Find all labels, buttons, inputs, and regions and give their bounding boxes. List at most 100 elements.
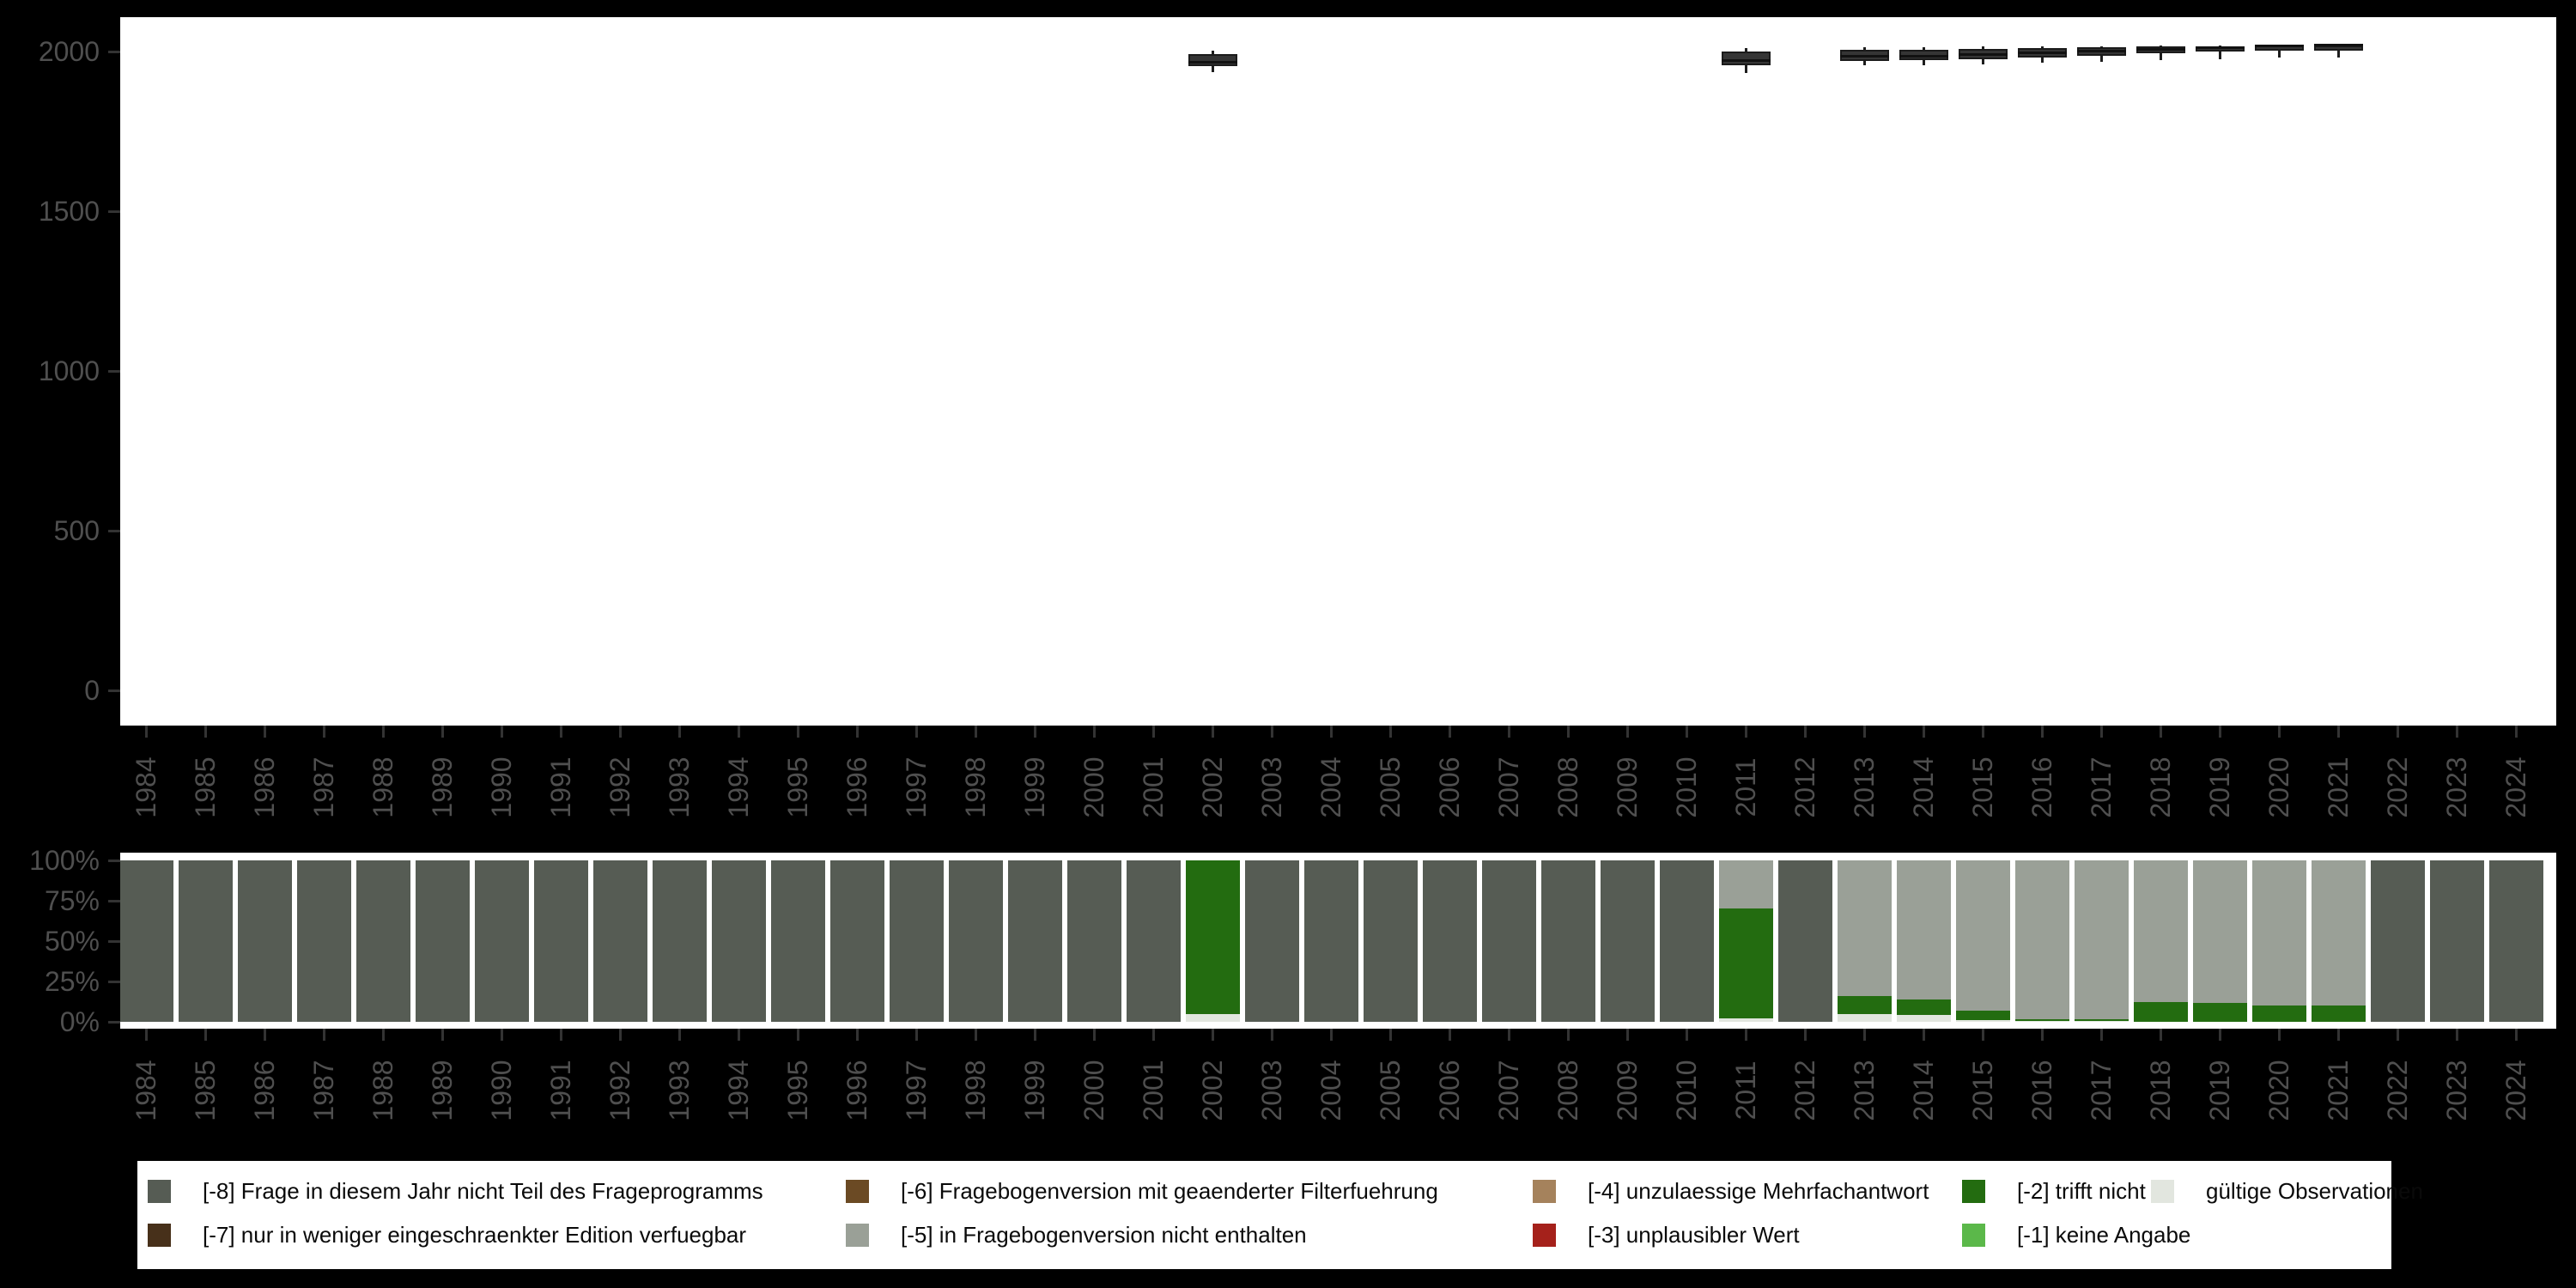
- bar-segment: [1837, 1013, 1892, 1022]
- boxplot-median: [1899, 54, 1948, 58]
- bar-segment: [2251, 1005, 2306, 1022]
- top-y-tick-label: 1000: [38, 355, 100, 386]
- bar-segment: [2014, 1019, 2069, 1022]
- top-x-tick: [1033, 726, 1036, 738]
- bottom-x-tick: [618, 1029, 622, 1041]
- bar-segment: [1303, 860, 1358, 1022]
- bottom-x-tick-label: 1998: [960, 1060, 991, 1121]
- bottom-x-tick-label: 2020: [2263, 1060, 2294, 1121]
- stacked-bar-2005: [1363, 853, 1418, 1029]
- top-x-tick: [1270, 726, 1273, 738]
- bottom-y-tick-label: 25%: [44, 966, 100, 997]
- top-x-tick-label: 1988: [368, 756, 398, 818]
- stacked-bar-2001: [1126, 853, 1181, 1029]
- bottom-x-tick-label: 2009: [1612, 1060, 1643, 1121]
- top-x-tick: [677, 726, 681, 738]
- top-y-tick-label: 500: [53, 515, 100, 546]
- bar-segment: [2133, 1001, 2188, 1022]
- bar-segment: [2074, 1021, 2129, 1022]
- bottom-x-tick-label: 2022: [2382, 1060, 2413, 1121]
- bottom-x-tick-label: 2005: [1375, 1060, 1406, 1121]
- top-x-tick-label: 1998: [960, 756, 991, 818]
- bar-segment: [1896, 860, 1951, 999]
- top-x-tick-label: 1986: [249, 756, 280, 818]
- top-x-tick-label: 1984: [131, 756, 161, 818]
- stacked-bar-2010: [1659, 853, 1714, 1029]
- legend-label: [-7] nur in weniger eingeschraenkter Edi…: [203, 1222, 747, 1248]
- boxplot-median: [1839, 55, 1889, 58]
- top-x-tick-label: 1999: [1019, 756, 1050, 818]
- bottom-x-tick: [144, 1029, 148, 1041]
- top-x-tick: [618, 726, 622, 738]
- boxplot-box-2011: [1721, 52, 1771, 66]
- top-x-tick: [1388, 726, 1392, 738]
- bottom-x-tick: [1329, 1029, 1333, 1041]
- bar-segment: [711, 860, 766, 1022]
- legend-label: [-3] unplausibler Wert: [1588, 1222, 1800, 1248]
- bottom-x-tick: [1685, 1029, 1688, 1041]
- legend: [-8] Frage in diesem Jahr nicht Teil des…: [137, 1161, 2423, 1269]
- stacked-bar-2018: [2133, 853, 2188, 1029]
- bar-segment: [1837, 995, 1892, 1014]
- top-x-tick-label: 1985: [190, 756, 221, 818]
- stacked-bar-1987: [296, 853, 351, 1029]
- stacked-bar-1998: [948, 853, 1003, 1029]
- top-x-tick-label: 2013: [1849, 756, 1880, 818]
- bar-segment: [2488, 860, 2543, 1022]
- bar-segment: [1363, 860, 1418, 1022]
- legend-swatch: [1962, 1224, 1985, 1247]
- legend-label: [-1] keine Angabe: [2017, 1222, 2191, 1248]
- bottom-x-tick-label: 2017: [2086, 1060, 2117, 1121]
- bar-segment: [1244, 860, 1299, 1022]
- stacked-bar-2003: [1244, 853, 1299, 1029]
- bar-segment: [2074, 860, 2129, 1020]
- top-x-tick-label: 1994: [723, 756, 754, 818]
- stacked-bar-1999: [1007, 853, 1062, 1029]
- top-x-tick-label: 2015: [1967, 756, 1998, 818]
- boxplot-median: [1188, 61, 1237, 64]
- bar-segment: [2014, 860, 2069, 1020]
- bar-segment: [1659, 860, 1714, 1022]
- top-y-tick: [108, 210, 120, 213]
- stacked-bar-2013: [1837, 853, 1892, 1029]
- bottom-x-tick-label: 2023: [2441, 1060, 2472, 1121]
- bottom-x-tick-label: 1992: [605, 1060, 635, 1121]
- bar-segment: [474, 860, 529, 1022]
- bottom-x-tick: [737, 1029, 740, 1041]
- top-x-tick: [1922, 726, 1925, 738]
- stacked-bar-1985: [178, 853, 233, 1029]
- top-x-tick: [914, 726, 918, 738]
- top-x-tick-label: 1987: [308, 756, 339, 818]
- stacked-bar-1992: [592, 853, 647, 1029]
- legend-swatch: [846, 1180, 869, 1203]
- bar-segment: [2192, 860, 2247, 1004]
- top-x-tick: [1092, 726, 1096, 738]
- top-x-tick: [322, 726, 325, 738]
- top-x-tick-label: 1990: [486, 756, 517, 818]
- bar-segment: [1481, 860, 1536, 1022]
- bottom-x-tick-label: 1997: [901, 1060, 932, 1121]
- stacked-bar-panel: [120, 853, 2556, 1029]
- bar-segment: [1955, 1020, 2010, 1022]
- top-x-tick: [1625, 726, 1629, 738]
- top-x-tick-label: 2009: [1612, 756, 1643, 818]
- bottom-x-tick-label: 2008: [1552, 1060, 1583, 1121]
- bottom-x-tick: [914, 1029, 918, 1041]
- top-y-tick: [108, 689, 120, 692]
- bottom-x-tick: [2396, 1029, 2399, 1041]
- bottom-y-tick: [108, 939, 120, 943]
- top-x-tick-label: 2002: [1197, 756, 1228, 818]
- bottom-x-tick: [1744, 1029, 1747, 1041]
- bottom-x-tick-label: 1987: [308, 1060, 339, 1121]
- top-x-tick: [2455, 726, 2458, 738]
- bottom-x-tick-label: 1990: [486, 1060, 517, 1121]
- bar-segment: [1600, 860, 1655, 1022]
- bottom-x-tick-label: 2021: [2323, 1060, 2354, 1121]
- bottom-x-tick: [1270, 1029, 1273, 1041]
- bar-segment: [120, 860, 173, 1022]
- top-x-tick-label: 2008: [1552, 756, 1583, 818]
- bottom-x-tick: [322, 1029, 325, 1041]
- bar-segment: [533, 860, 588, 1022]
- boxplot-median: [2136, 47, 2185, 51]
- bottom-x-tick-label: 2012: [1789, 1060, 1820, 1121]
